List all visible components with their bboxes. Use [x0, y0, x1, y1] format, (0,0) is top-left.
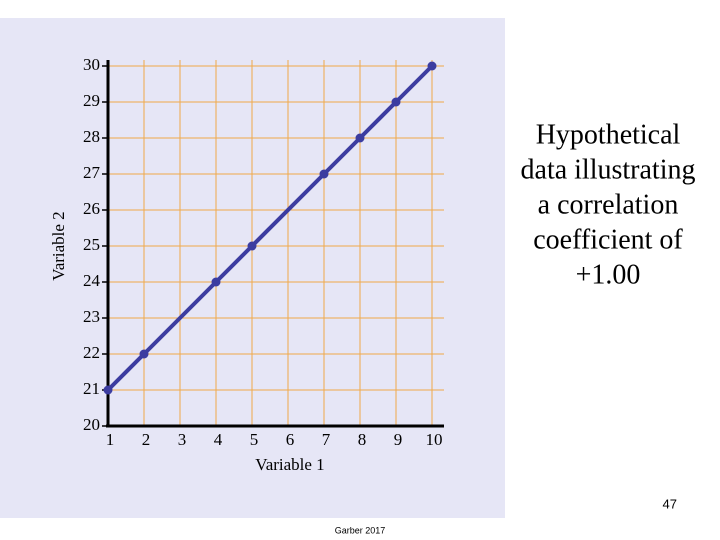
y-tick-label: 25 [83, 235, 100, 254]
annotation-line: data illustrating [521, 154, 696, 185]
x-tick-label: 4 [214, 430, 223, 449]
slide-number: 47 [663, 496, 677, 511]
data-line [106, 64, 434, 392]
y-tick-label: 20 [83, 415, 100, 434]
y-tick-label: 21 [83, 379, 100, 398]
data-point [103, 385, 113, 395]
y-tick-label: 26 [83, 199, 100, 218]
data-point [427, 61, 437, 71]
x-tick-label: 10 [426, 430, 443, 449]
data-point [139, 349, 149, 359]
annotation-line: +1.00 [576, 259, 641, 290]
x-tick-label: 3 [178, 430, 187, 449]
x-tick-label: 1 [106, 430, 115, 449]
x-tick-label: 2 [142, 430, 151, 449]
y-tick-label: 24 [83, 271, 101, 290]
y-tick-label: 29 [83, 91, 100, 110]
y-tick-label: 28 [83, 127, 100, 146]
data-point [247, 241, 257, 251]
x-tick-label: 5 [250, 430, 259, 449]
x-tick-label: 6 [286, 430, 295, 449]
x-tick-label: 9 [394, 430, 403, 449]
x-axis-title: Variable 1 [255, 455, 324, 474]
y-tick-label: 22 [83, 343, 100, 362]
x-tick-label: 8 [358, 430, 367, 449]
x-tick-label: 7 [322, 430, 331, 449]
y-axis-title: Variable 2 [49, 211, 68, 280]
y-tick-label: 23 [83, 307, 100, 326]
data-point [211, 277, 221, 287]
data-point [319, 169, 329, 179]
annotation-line: coefficient of [533, 224, 683, 255]
y-tick-label: 27 [83, 163, 101, 182]
data-point [355, 133, 365, 143]
annotation-line: a correlation [538, 189, 679, 220]
footer: Garber 2017 [335, 525, 386, 535]
y-tick-label: 30 [83, 55, 100, 74]
annotation-line: Hypothetical [536, 119, 681, 150]
data-point [391, 97, 401, 107]
